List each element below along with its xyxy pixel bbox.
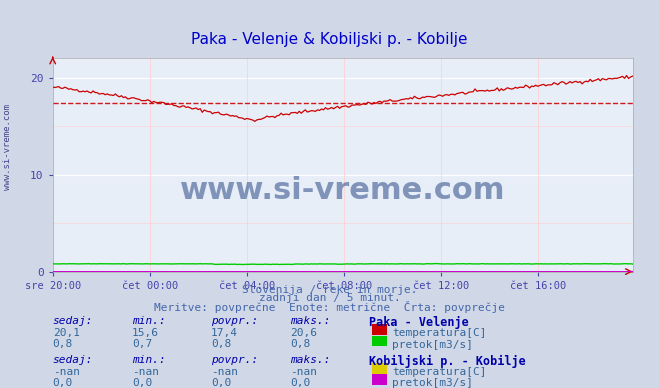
Text: sedaj:: sedaj:: [53, 355, 93, 365]
Text: www.si-vreme.com: www.si-vreme.com: [180, 176, 505, 205]
Text: min.:: min.:: [132, 355, 165, 365]
Text: povpr.:: povpr.:: [211, 316, 258, 326]
Text: min.:: min.:: [132, 316, 165, 326]
Text: Kobiljski p. - Kobilje: Kobiljski p. - Kobilje: [369, 355, 526, 368]
Text: 0,0: 0,0: [290, 378, 310, 388]
Text: -nan: -nan: [211, 367, 238, 377]
Text: Paka - Velenje: Paka - Velenje: [369, 316, 469, 329]
Text: temperatura[C]: temperatura[C]: [392, 367, 486, 377]
Text: Paka - Velenje & Kobiljski p. - Kobilje: Paka - Velenje & Kobiljski p. - Kobilje: [191, 31, 468, 47]
Text: 0,8: 0,8: [211, 340, 231, 350]
Text: Slovenija / reke in morje.: Slovenija / reke in morje.: [242, 285, 417, 295]
Text: 0,0: 0,0: [132, 378, 152, 388]
Text: pretok[m3/s]: pretok[m3/s]: [392, 340, 473, 350]
Text: zadnji dan / 5 minut.: zadnji dan / 5 minut.: [258, 293, 401, 303]
Text: 20,1: 20,1: [53, 328, 80, 338]
Text: 15,6: 15,6: [132, 328, 159, 338]
Text: 0,0: 0,0: [53, 378, 73, 388]
Text: Meritve: povprečne  Enote: metrične  Črta: povprečje: Meritve: povprečne Enote: metrične Črta:…: [154, 301, 505, 313]
Text: pretok[m3/s]: pretok[m3/s]: [392, 378, 473, 388]
Text: maks.:: maks.:: [290, 316, 330, 326]
Text: 20,6: 20,6: [290, 328, 317, 338]
Text: 0,8: 0,8: [290, 340, 310, 350]
Text: 17,4: 17,4: [211, 328, 238, 338]
Text: www.si-vreme.com: www.si-vreme.com: [3, 104, 13, 191]
Text: -nan: -nan: [290, 367, 317, 377]
Text: 0,8: 0,8: [53, 340, 73, 350]
Text: 0,7: 0,7: [132, 340, 152, 350]
Text: maks.:: maks.:: [290, 355, 330, 365]
Text: -nan: -nan: [132, 367, 159, 377]
Text: -nan: -nan: [53, 367, 80, 377]
Text: sedaj:: sedaj:: [53, 316, 93, 326]
Text: 0,0: 0,0: [211, 378, 231, 388]
Text: povpr.:: povpr.:: [211, 355, 258, 365]
Text: temperatura[C]: temperatura[C]: [392, 328, 486, 338]
